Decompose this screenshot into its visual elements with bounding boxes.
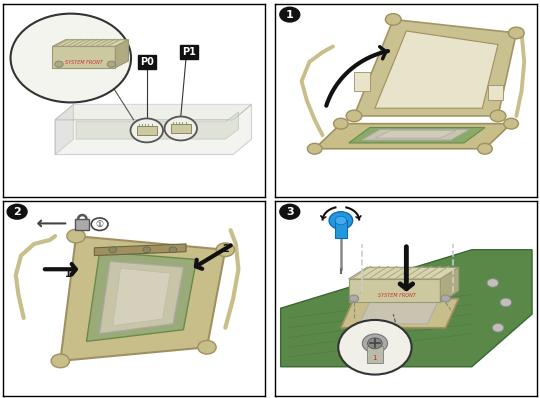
Polygon shape bbox=[315, 124, 511, 149]
Polygon shape bbox=[354, 72, 370, 91]
Polygon shape bbox=[76, 112, 239, 139]
Circle shape bbox=[280, 7, 300, 22]
Circle shape bbox=[346, 110, 362, 122]
Polygon shape bbox=[116, 40, 129, 68]
Polygon shape bbox=[349, 279, 441, 302]
FancyBboxPatch shape bbox=[75, 219, 90, 230]
Polygon shape bbox=[55, 104, 252, 120]
Text: P1: P1 bbox=[182, 47, 195, 57]
Text: 1: 1 bbox=[373, 355, 377, 361]
Polygon shape bbox=[55, 104, 252, 154]
Circle shape bbox=[51, 354, 70, 368]
Circle shape bbox=[386, 14, 401, 25]
Polygon shape bbox=[99, 261, 184, 334]
Text: P0: P0 bbox=[140, 57, 154, 67]
Polygon shape bbox=[441, 267, 458, 302]
Bar bbox=[171, 124, 191, 133]
Bar bbox=[335, 220, 347, 238]
Circle shape bbox=[198, 340, 216, 354]
Circle shape bbox=[338, 320, 411, 375]
Circle shape bbox=[329, 212, 353, 229]
Text: 2: 2 bbox=[222, 244, 229, 254]
Circle shape bbox=[7, 204, 27, 219]
Polygon shape bbox=[349, 127, 485, 143]
Polygon shape bbox=[60, 236, 225, 361]
Text: 2: 2 bbox=[13, 207, 21, 217]
Polygon shape bbox=[55, 104, 73, 154]
Text: ①: ① bbox=[96, 220, 104, 229]
Polygon shape bbox=[359, 302, 438, 324]
Polygon shape bbox=[349, 267, 458, 279]
Circle shape bbox=[335, 216, 347, 225]
Polygon shape bbox=[362, 129, 469, 140]
Circle shape bbox=[334, 118, 348, 129]
Circle shape bbox=[362, 334, 388, 353]
Circle shape bbox=[107, 61, 116, 67]
Polygon shape bbox=[341, 298, 458, 328]
Polygon shape bbox=[354, 20, 516, 116]
Circle shape bbox=[169, 247, 177, 253]
Polygon shape bbox=[375, 31, 498, 108]
Text: 3: 3 bbox=[286, 207, 294, 217]
Text: SYSTEM FRONT: SYSTEM FRONT bbox=[379, 293, 416, 298]
Text: 1: 1 bbox=[65, 269, 72, 279]
Circle shape bbox=[216, 243, 234, 257]
Bar bbox=[137, 126, 157, 135]
Circle shape bbox=[500, 298, 511, 307]
Circle shape bbox=[490, 110, 506, 122]
Polygon shape bbox=[94, 244, 186, 256]
Circle shape bbox=[165, 117, 197, 140]
Circle shape bbox=[109, 247, 117, 253]
Polygon shape bbox=[488, 85, 503, 100]
Circle shape bbox=[441, 295, 450, 302]
Polygon shape bbox=[52, 40, 129, 47]
Text: SYSTEM FRONT: SYSTEM FRONT bbox=[65, 60, 103, 65]
Circle shape bbox=[307, 143, 322, 154]
Polygon shape bbox=[52, 47, 116, 68]
Circle shape bbox=[477, 143, 492, 154]
Circle shape bbox=[67, 229, 85, 243]
Polygon shape bbox=[113, 268, 170, 326]
Circle shape bbox=[487, 279, 498, 287]
Circle shape bbox=[492, 324, 504, 332]
Polygon shape bbox=[375, 131, 456, 138]
Circle shape bbox=[55, 61, 63, 67]
Circle shape bbox=[131, 119, 163, 142]
Circle shape bbox=[504, 118, 518, 129]
Circle shape bbox=[368, 338, 382, 349]
Circle shape bbox=[280, 204, 300, 219]
Polygon shape bbox=[281, 250, 532, 367]
Circle shape bbox=[509, 27, 524, 39]
Text: 1: 1 bbox=[286, 10, 294, 20]
Circle shape bbox=[143, 247, 151, 253]
Circle shape bbox=[11, 14, 131, 102]
Bar bbox=[367, 346, 383, 363]
Circle shape bbox=[91, 218, 108, 230]
Circle shape bbox=[349, 295, 359, 302]
Polygon shape bbox=[86, 252, 197, 341]
